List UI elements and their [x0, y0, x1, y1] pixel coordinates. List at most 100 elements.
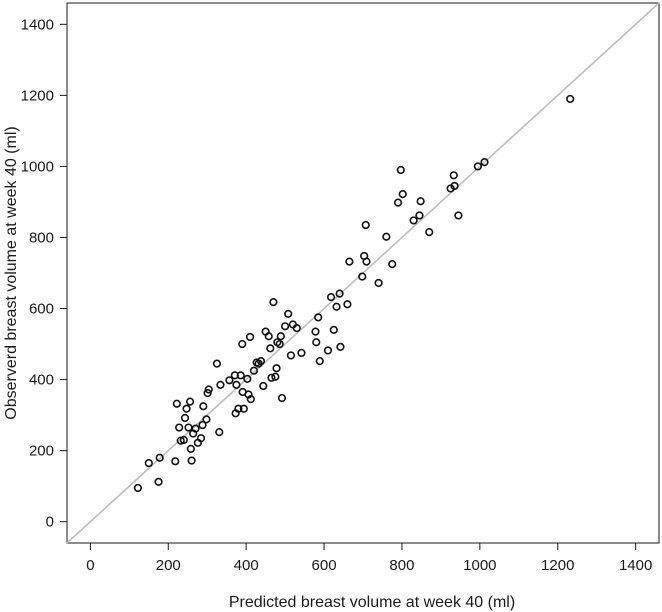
y-tick-label: 1000: [21, 158, 54, 175]
x-tick-label: 1400: [619, 557, 652, 574]
data-point: [323, 346, 333, 355]
data-point: [358, 272, 367, 281]
data-point: [239, 404, 248, 413]
data-point: [480, 158, 489, 167]
data-point: [232, 380, 241, 390]
data-point: [361, 220, 370, 230]
y-tick-label: 1400: [21, 16, 54, 33]
data-point: [185, 397, 195, 406]
data-point: [362, 257, 371, 266]
x-tick-label: 1200: [541, 557, 574, 574]
data-point: [203, 388, 212, 398]
data-point: [415, 211, 424, 220]
x-axis-title: Predicted breast volume at week 40 (ml): [229, 594, 515, 611]
x-tick-label: 0: [86, 557, 94, 574]
data-point: [473, 162, 482, 171]
x-tick-label: 400: [234, 557, 259, 574]
x-tick-label: 200: [156, 557, 181, 574]
data-point: [297, 348, 306, 358]
data-point: [256, 357, 266, 366]
data-point: [184, 423, 193, 432]
data-point: [382, 232, 391, 241]
data-point: [396, 165, 405, 175]
data-point: [215, 428, 224, 437]
data-point: [416, 197, 425, 206]
data-point: [281, 322, 290, 331]
x-tick-label: 1000: [463, 557, 496, 574]
y-tick-label: 800: [29, 229, 54, 246]
data-point: [275, 339, 284, 349]
data-point: [186, 444, 195, 453]
x-tick-label: 600: [312, 557, 337, 574]
data-point: [393, 198, 403, 207]
data-point: [388, 260, 397, 269]
data-point: [243, 374, 252, 383]
data-point: [212, 359, 222, 368]
data-point: [454, 211, 463, 220]
data-point: [144, 458, 153, 468]
data-point: [171, 457, 180, 466]
y-tick-label: 0: [46, 514, 54, 531]
data-point: [311, 327, 320, 336]
data-point: [246, 395, 255, 404]
data-point: [187, 456, 196, 465]
data-point: [196, 434, 206, 443]
data-point: [374, 278, 383, 288]
y-axis-title: Observerd breast volume at week 40 (ml): [3, 126, 20, 419]
data-point: [180, 413, 190, 423]
data-point: [329, 325, 338, 334]
data-point: [335, 289, 344, 298]
data-point: [245, 332, 255, 342]
y-tick-label: 400: [29, 372, 54, 389]
data-point: [236, 371, 245, 380]
data-point: [343, 300, 352, 309]
y-axis: 0 200 400 600 800 1000 1200 1400: [21, 16, 67, 531]
data-point: [267, 373, 276, 382]
data-point: [566, 94, 575, 104]
y-tick-label: 200: [29, 443, 54, 460]
x-axis: 0 200 400 600 800 1000 1200 1400: [86, 543, 652, 574]
data-point: [199, 402, 208, 411]
data-point: [277, 393, 287, 403]
data-points: [133, 94, 575, 493]
y-tick-label: 600: [29, 301, 54, 318]
x-tick-label: 800: [389, 557, 414, 574]
data-point: [425, 228, 434, 237]
data-point: [225, 376, 234, 385]
data-point: [198, 420, 207, 430]
data-point: [449, 171, 458, 180]
data-point: [315, 357, 324, 366]
plot-frame: [66, 2, 660, 544]
data-point: [312, 338, 321, 347]
data-point: [398, 190, 407, 199]
data-point: [179, 435, 188, 445]
data-point: [259, 381, 268, 391]
data-point: [276, 332, 285, 341]
data-point: [249, 366, 259, 375]
data-point: [264, 332, 273, 341]
data-point: [133, 483, 142, 493]
data-point: [234, 404, 243, 413]
data-point: [450, 181, 459, 191]
data-point: [191, 424, 200, 433]
data-point: [345, 257, 354, 266]
data-point: [216, 380, 225, 390]
data-point: [292, 323, 301, 333]
data-point: [172, 399, 181, 408]
data-point: [326, 293, 336, 302]
data-point: [155, 453, 164, 462]
data-point: [286, 351, 296, 360]
data-point: [271, 372, 280, 381]
y-tick-label: 1200: [21, 87, 54, 104]
data-point: [284, 309, 293, 318]
data-point: [266, 344, 275, 353]
data-point: [204, 385, 213, 394]
data-point: [182, 404, 191, 413]
data-point: [269, 298, 278, 307]
data-point: [202, 415, 211, 424]
data-point: [314, 313, 323, 322]
data-point: [332, 302, 341, 311]
data-point: [336, 342, 345, 351]
data-point: [238, 339, 247, 349]
